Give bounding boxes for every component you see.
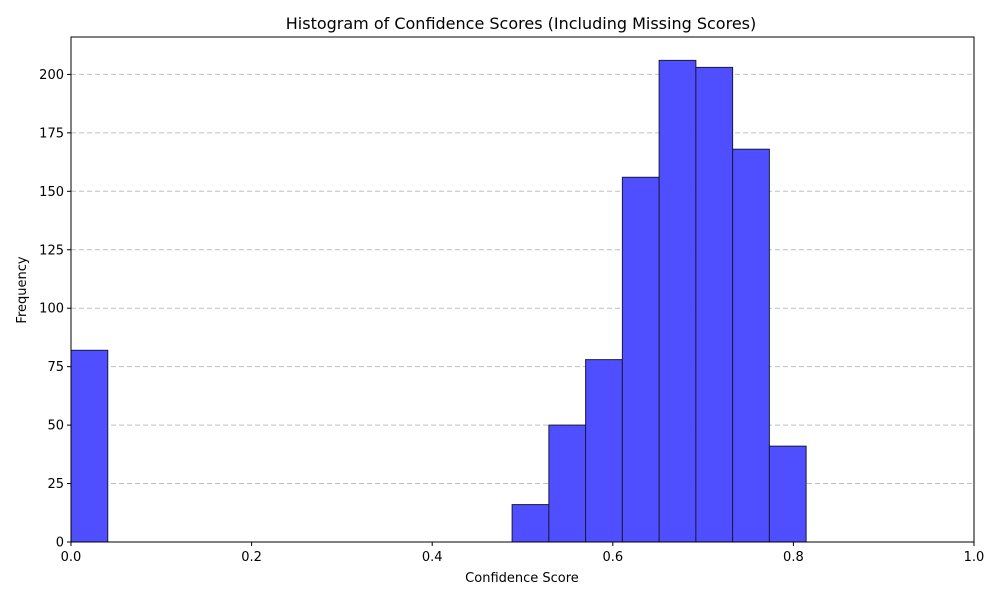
x-tick-label: 0.6 — [602, 550, 623, 565]
x-tick-label: 1.0 — [964, 550, 985, 565]
chart-title: Histogram of Confidence Scores (Includin… — [286, 14, 756, 33]
histogram-bar-6 — [695, 66, 734, 543]
y-tick-label: 25 — [47, 477, 64, 492]
y-tick-label: 75 — [47, 360, 64, 375]
y-tick-label: 50 — [47, 419, 64, 434]
x-tick-label: 0.8 — [783, 550, 804, 565]
x-tick-label: 0.0 — [61, 550, 82, 565]
histogram-bar-4 — [621, 176, 660, 543]
y-axis-ticks: 0 25 50 75 100 125 150 175 200 — [39, 68, 71, 551]
y-tick-label: 0 — [56, 536, 64, 551]
grid-lines — [71, 73, 974, 485]
histogram-bar-2 — [548, 424, 587, 543]
y-axis-label: Frequency — [15, 256, 30, 323]
histogram-bar-8 — [768, 445, 807, 543]
bars — [70, 59, 807, 543]
y-tick-label: 150 — [39, 185, 64, 200]
x-tick-label: 0.2 — [241, 550, 262, 565]
x-axis-ticks: 0.0 0.2 0.4 0.6 0.8 1.0 — [61, 542, 985, 565]
histogram-bar-0 — [70, 349, 109, 543]
histogram-bar-3 — [585, 359, 623, 543]
y-tick-label: 175 — [39, 126, 64, 141]
histogram-bar-7 — [732, 148, 770, 543]
x-axis-label: Confidence Score — [465, 571, 579, 586]
histogram-bar-5 — [658, 59, 697, 543]
histogram-bar-1 — [511, 504, 550, 543]
y-tick-label: 100 — [39, 302, 64, 317]
x-tick-label: 0.4 — [422, 550, 443, 565]
y-tick-label: 200 — [39, 68, 64, 83]
plot-frame — [70, 36, 975, 543]
y-tick-label: 125 — [39, 243, 64, 258]
